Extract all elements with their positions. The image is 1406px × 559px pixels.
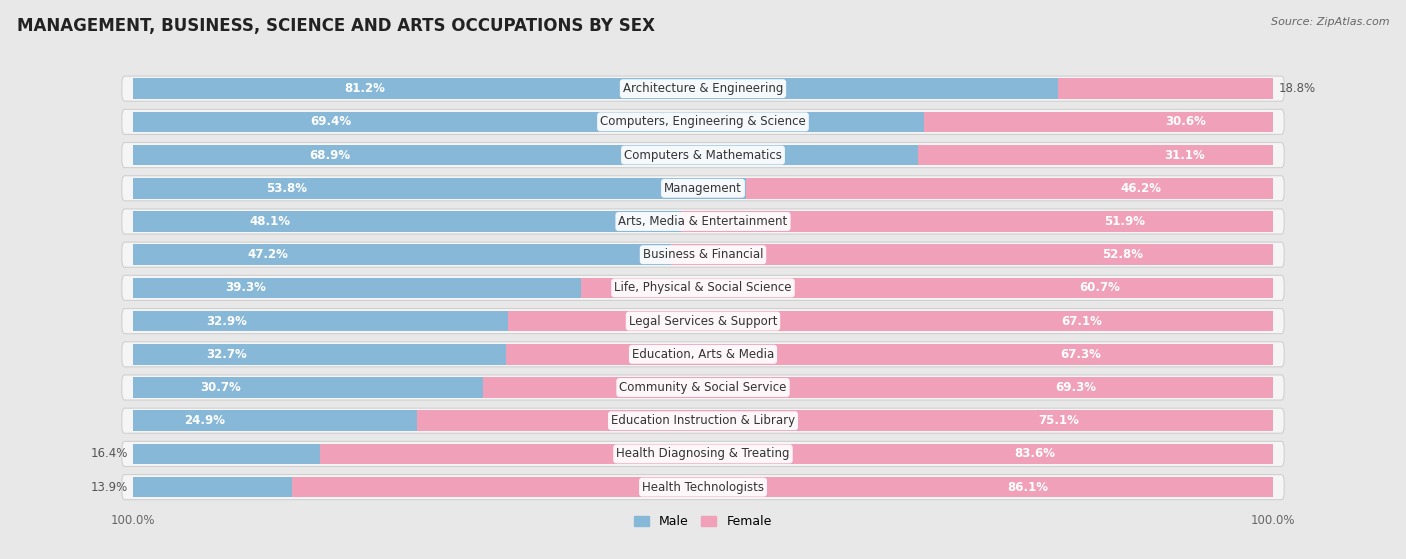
FancyBboxPatch shape (122, 475, 1284, 500)
Text: 52.8%: 52.8% (1102, 248, 1143, 261)
Text: 24.9%: 24.9% (184, 414, 225, 427)
Text: 53.8%: 53.8% (266, 182, 307, 195)
Text: Community & Social Service: Community & Social Service (619, 381, 787, 394)
Bar (506, 344, 1272, 364)
Text: Education Instruction & Library: Education Instruction & Library (612, 414, 794, 427)
Text: 30.7%: 30.7% (201, 381, 242, 394)
Bar (134, 477, 291, 498)
Bar (134, 344, 506, 364)
Bar (508, 311, 1272, 331)
Text: 31.1%: 31.1% (1164, 149, 1205, 162)
Text: 69.3%: 69.3% (1054, 381, 1095, 394)
Text: Source: ZipAtlas.com: Source: ZipAtlas.com (1271, 17, 1389, 27)
Text: Computers & Mathematics: Computers & Mathematics (624, 149, 782, 162)
FancyBboxPatch shape (122, 209, 1284, 234)
Bar (134, 145, 918, 165)
Text: 39.3%: 39.3% (225, 281, 266, 295)
Bar (321, 444, 1272, 464)
Bar (682, 211, 1272, 232)
Bar (291, 477, 1272, 498)
FancyBboxPatch shape (122, 143, 1284, 168)
FancyBboxPatch shape (122, 276, 1284, 300)
Text: 67.1%: 67.1% (1062, 315, 1102, 328)
Bar (134, 112, 924, 132)
Bar (924, 112, 1272, 132)
Text: 13.9%: 13.9% (90, 481, 128, 494)
Text: Management: Management (664, 182, 742, 195)
Text: Health Technologists: Health Technologists (643, 481, 763, 494)
FancyBboxPatch shape (122, 442, 1284, 466)
Text: Architecture & Engineering: Architecture & Engineering (623, 82, 783, 95)
Text: 47.2%: 47.2% (247, 248, 288, 261)
Legend: Male, Female: Male, Female (630, 510, 776, 533)
Bar (1059, 78, 1272, 99)
Bar (134, 278, 581, 298)
Text: 18.8%: 18.8% (1278, 82, 1316, 95)
Bar (134, 377, 484, 398)
Text: Health Diagnosing & Treating: Health Diagnosing & Treating (616, 447, 790, 461)
FancyBboxPatch shape (122, 408, 1284, 433)
Text: MANAGEMENT, BUSINESS, SCIENCE AND ARTS OCCUPATIONS BY SEX: MANAGEMENT, BUSINESS, SCIENCE AND ARTS O… (17, 17, 655, 35)
Bar (134, 410, 418, 431)
Bar (747, 178, 1272, 198)
Bar (134, 78, 1059, 99)
Text: 60.7%: 60.7% (1080, 281, 1121, 295)
Text: Education, Arts & Media: Education, Arts & Media (631, 348, 775, 361)
Text: 51.9%: 51.9% (1104, 215, 1146, 228)
FancyBboxPatch shape (122, 342, 1284, 367)
FancyBboxPatch shape (122, 242, 1284, 267)
Text: 83.6%: 83.6% (1014, 447, 1054, 461)
Text: 86.1%: 86.1% (1007, 481, 1047, 494)
Bar (134, 311, 508, 331)
Bar (671, 244, 1272, 265)
Text: Life, Physical & Social Science: Life, Physical & Social Science (614, 281, 792, 295)
Text: 68.9%: 68.9% (309, 149, 350, 162)
FancyBboxPatch shape (122, 309, 1284, 334)
Text: 81.2%: 81.2% (344, 82, 385, 95)
Text: Computers, Engineering & Science: Computers, Engineering & Science (600, 115, 806, 129)
FancyBboxPatch shape (122, 76, 1284, 101)
Text: Business & Financial: Business & Financial (643, 248, 763, 261)
Bar (134, 444, 321, 464)
Bar (134, 244, 671, 265)
Text: 67.3%: 67.3% (1060, 348, 1101, 361)
Bar (134, 178, 747, 198)
Text: 32.7%: 32.7% (207, 348, 247, 361)
FancyBboxPatch shape (122, 375, 1284, 400)
Text: Arts, Media & Entertainment: Arts, Media & Entertainment (619, 215, 787, 228)
FancyBboxPatch shape (122, 176, 1284, 201)
Bar (134, 211, 682, 232)
Text: 32.9%: 32.9% (207, 315, 247, 328)
Bar (418, 410, 1272, 431)
Text: 30.6%: 30.6% (1166, 115, 1206, 129)
FancyBboxPatch shape (122, 110, 1284, 134)
Text: Legal Services & Support: Legal Services & Support (628, 315, 778, 328)
Bar (484, 377, 1272, 398)
Text: 75.1%: 75.1% (1038, 414, 1080, 427)
Bar (918, 145, 1272, 165)
Text: 46.2%: 46.2% (1121, 182, 1161, 195)
Text: 69.4%: 69.4% (311, 115, 352, 129)
Text: 48.1%: 48.1% (250, 215, 291, 228)
Text: 16.4%: 16.4% (90, 447, 128, 461)
Bar (581, 278, 1272, 298)
